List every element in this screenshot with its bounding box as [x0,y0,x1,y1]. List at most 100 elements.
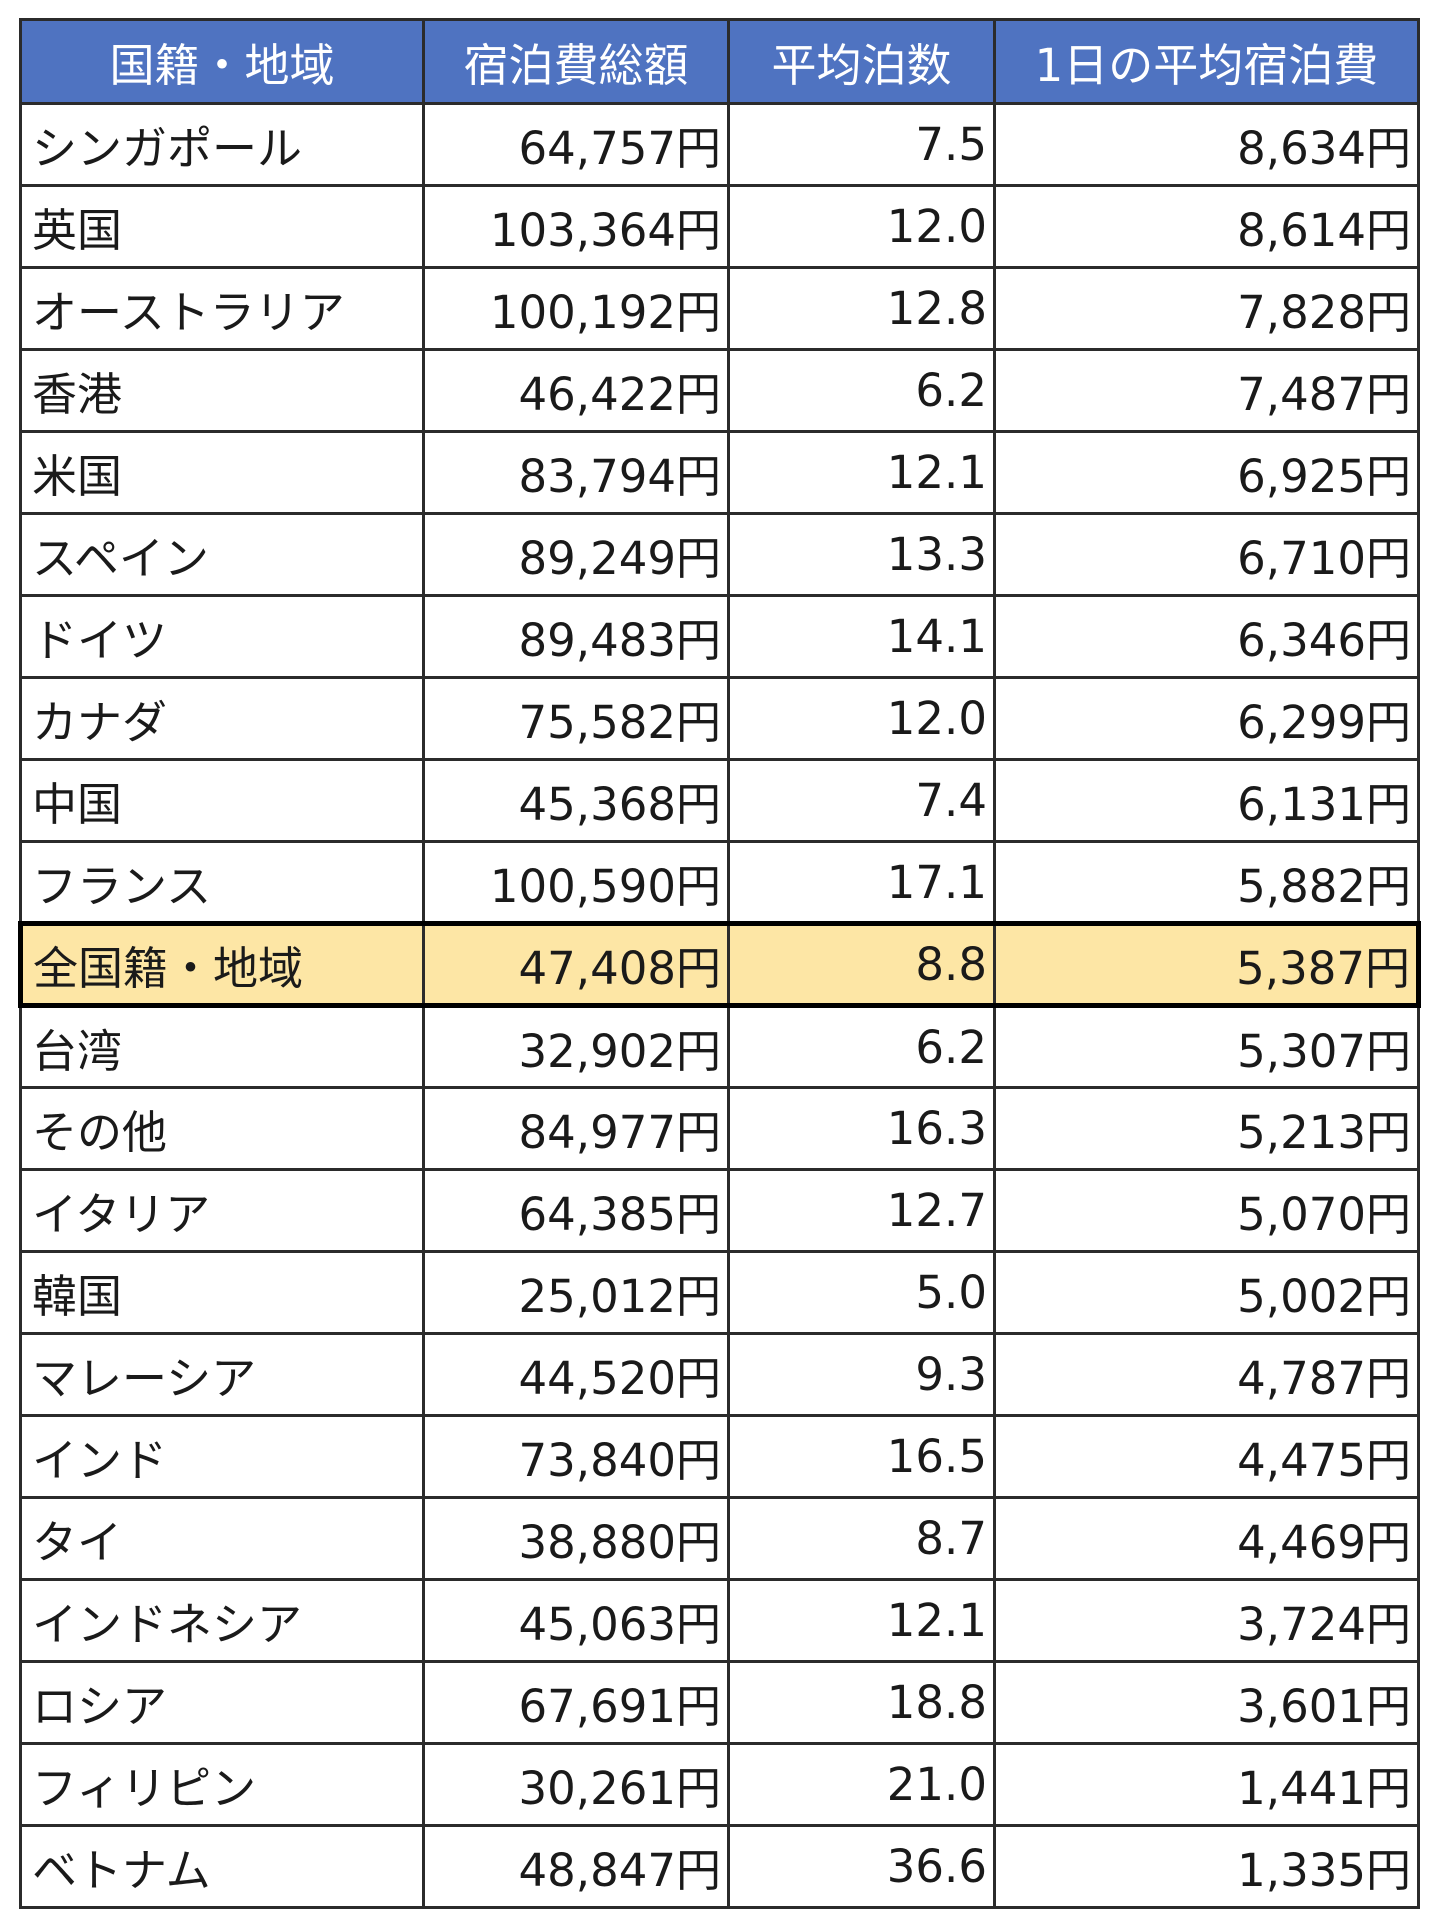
cell-total-cost: 83,794円 [422,430,730,515]
table-row-total: 全国籍・地域 47,408円 8.8 5,387円 [18,921,1421,1008]
table-body: シンガポール 64,757円 7.5 8,634円 英国 103,364円 12.0 8,61… [18,102,1421,1909]
header-total-cost: 宿泊費総額 [422,18,730,105]
table-row: ドイツ 89,483円 14.1 6,346円 [19,594,1420,679]
table-row: 韓国 25,012円 5.0 5,002円 [19,1250,1420,1335]
cell-total-cost: 64,757円 [422,102,730,187]
cell-avg-nights: 8.8 [727,921,996,1008]
cell-country: ロシア [19,1660,425,1745]
cell-avg-nights: 36.6 [727,1824,996,1909]
cell-total-cost: 89,249円 [422,512,730,597]
cell-country: ドイツ [19,594,425,679]
cell-total-cost: 67,691円 [422,1660,730,1745]
cell-daily-cost: 5,882円 [993,840,1420,925]
table-row: その他 84,977円 16.3 5,213円 [19,1086,1420,1171]
table-row: スペイン 89,249円 13.3 6,710円 [19,512,1420,597]
cell-daily-cost: 4,787円 [993,1332,1420,1417]
cell-total-cost: 73,840円 [422,1414,730,1499]
cell-total-cost: 75,582円 [422,676,730,761]
cell-avg-nights: 7.4 [727,758,996,843]
table-row: 台湾 32,902円 6.2 5,307円 [19,1004,1420,1089]
cell-country: フィリピン [19,1742,425,1827]
cell-daily-cost: 4,475円 [993,1414,1420,1499]
cell-avg-nights: 6.2 [727,348,996,433]
table-row: 中国 45,368円 7.4 6,131円 [19,758,1420,843]
cell-avg-nights: 12.0 [727,676,996,761]
cell-daily-cost: 6,710円 [993,512,1420,597]
cell-daily-cost: 1,335円 [993,1824,1420,1909]
cell-avg-nights: 6.2 [727,1004,996,1089]
cell-total-cost: 100,192円 [422,266,730,351]
cell-avg-nights: 9.3 [727,1332,996,1417]
cell-country: 全国籍・地域 [18,921,425,1008]
cell-daily-cost: 3,724円 [993,1578,1420,1663]
cell-daily-cost: 3,601円 [993,1660,1420,1745]
table-row: フランス 100,590円 17.1 5,882円 [19,840,1420,925]
cell-avg-nights: 14.1 [727,594,996,679]
cell-avg-nights: 5.0 [727,1250,996,1335]
table-row: オーストラリア 100,192円 12.8 7,828円 [19,266,1420,351]
cell-total-cost: 46,422円 [422,348,730,433]
cell-total-cost: 103,364円 [422,184,730,269]
cell-daily-cost: 5,213円 [993,1086,1420,1171]
cell-country: ベトナム [19,1824,425,1909]
cell-total-cost: 64,385円 [422,1168,730,1253]
cell-avg-nights: 12.0 [727,184,996,269]
cell-country: 英国 [19,184,425,269]
cell-daily-cost: 6,346円 [993,594,1420,679]
cell-country: カナダ [19,676,425,761]
cell-country: オーストラリア [19,266,425,351]
cell-daily-cost: 6,299円 [993,676,1420,761]
cell-total-cost: 47,408円 [422,921,730,1008]
cell-total-cost: 89,483円 [422,594,730,679]
cell-country: 米国 [19,430,425,515]
table-row: シンガポール 64,757円 7.5 8,634円 [19,102,1420,187]
cell-total-cost: 45,368円 [422,758,730,843]
cell-avg-nights: 16.3 [727,1086,996,1171]
cell-country: その他 [19,1086,425,1171]
cell-daily-cost: 4,469円 [993,1496,1420,1581]
cell-total-cost: 25,012円 [422,1250,730,1335]
header-country: 国籍・地域 [19,18,425,105]
cell-country: インドネシア [19,1578,425,1663]
cell-total-cost: 48,847円 [422,1824,730,1909]
cell-country: フランス [19,840,425,925]
cell-daily-cost: 8,614円 [993,184,1420,269]
table-row: 米国 83,794円 12.1 6,925円 [19,430,1420,515]
cell-daily-cost: 7,487円 [993,348,1420,433]
table-row: ベトナム 48,847円 36.6 1,335円 [19,1824,1420,1909]
cell-daily-cost: 5,387円 [993,921,1421,1008]
table-row: 英国 103,364円 12.0 8,614円 [19,184,1420,269]
table-row: フィリピン 30,261円 21.0 1,441円 [19,1742,1420,1827]
cell-avg-nights: 21.0 [727,1742,996,1827]
cell-country: 中国 [19,758,425,843]
cell-daily-cost: 1,441円 [993,1742,1420,1827]
table-row: インドネシア 45,063円 12.1 3,724円 [19,1578,1420,1663]
table-row: イタリア 64,385円 12.7 5,070円 [19,1168,1420,1253]
table-row: カナダ 75,582円 12.0 6,299円 [19,676,1420,761]
cell-avg-nights: 12.1 [727,430,996,515]
cell-country: スペイン [19,512,425,597]
cell-total-cost: 32,902円 [422,1004,730,1089]
cell-avg-nights: 12.8 [727,266,996,351]
accommodation-cost-table: 国籍・地域 宿泊費総額 平均泊数 1日の平均宿泊費 シンガポール 64,757円 7… [18,18,1421,1909]
header-avg-nights: 平均泊数 [727,18,996,105]
table-row: 香港 46,422円 6.2 7,487円 [19,348,1420,433]
cell-avg-nights: 12.7 [727,1168,996,1253]
cell-daily-cost: 5,307円 [993,1004,1420,1089]
cell-avg-nights: 18.8 [727,1660,996,1745]
cell-total-cost: 100,590円 [422,840,730,925]
cell-total-cost: 30,261円 [422,1742,730,1827]
cell-country: タイ [19,1496,425,1581]
cell-avg-nights: 17.1 [727,840,996,925]
cell-country: シンガポール [19,102,425,187]
cell-daily-cost: 6,131円 [993,758,1420,843]
cell-total-cost: 44,520円 [422,1332,730,1417]
cell-total-cost: 45,063円 [422,1578,730,1663]
table-row: マレーシア 44,520円 9.3 4,787円 [19,1332,1420,1417]
cell-avg-nights: 13.3 [727,512,996,597]
cell-country: イタリア [19,1168,425,1253]
table-header-row: 国籍・地域 宿泊費総額 平均泊数 1日の平均宿泊費 [19,18,1420,105]
table-row: ロシア 67,691円 18.8 3,601円 [19,1660,1420,1745]
header-daily-cost: 1日の平均宿泊費 [993,18,1420,105]
cell-country: インド [19,1414,425,1499]
